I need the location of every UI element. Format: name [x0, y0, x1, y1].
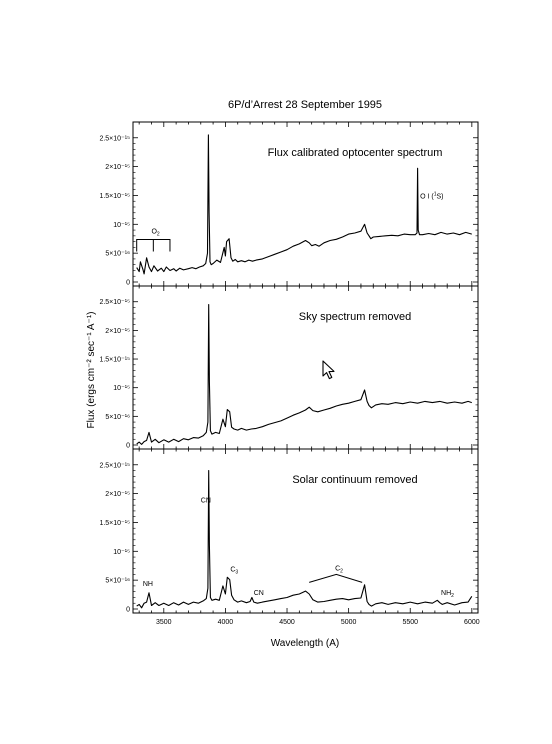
x-tick-label: 4500	[279, 619, 295, 626]
y-tick-label: 2.5×10⁻¹⁵	[99, 462, 130, 469]
y-tick-label: 2.5×10⁻¹⁵	[99, 299, 130, 306]
y-tick-label: 10⁻¹⁵	[113, 549, 130, 556]
annotation-label: C2	[335, 565, 343, 574]
mouse-cursor-icon	[322, 360, 335, 380]
annotation-label: CN	[201, 497, 211, 504]
panels: 0 5×10⁻¹⁶ 10⁻¹⁵ 1.5×10⁻¹⁵ 2×10⁻¹⁵ 2.5×10⁻¹⁵ Fl…	[99, 121, 480, 626]
y-axis-label: Flux (ergs cm⁻² sec⁻¹ A⁻¹)	[86, 312, 97, 429]
y-tick-label: 1.5×10⁻¹⁵	[99, 357, 130, 364]
spectrum-line	[136, 134, 472, 275]
annotation: CN	[254, 590, 264, 597]
x-tick-label: 5500	[402, 619, 418, 626]
panel-title: Flux calibrated optocenter spectrum	[268, 147, 443, 159]
annotation: CN	[201, 497, 211, 504]
x-axis-label: Wavelength (A)	[271, 638, 340, 649]
annotation: O2	[136, 229, 171, 252]
panel-frame	[132, 448, 479, 614]
panel-3: 3500 4000 4500 5000 5500 6000 0 5×10⁻¹⁶ 10⁻¹⁵ 1.5…	[99, 448, 480, 626]
annotation-label: O2	[151, 229, 159, 238]
annotation-caret	[309, 573, 363, 583]
y-tick-label: 2×10⁻¹⁵	[105, 491, 130, 498]
y-tick-label: 2×10⁻¹⁵	[105, 328, 130, 335]
spectrum-line	[136, 304, 472, 445]
annotation-label: CN	[254, 590, 264, 597]
y-tick-label: 5×10⁻¹⁶	[105, 578, 130, 585]
x-tick-label: 3500	[156, 619, 172, 626]
annotation: C2	[309, 565, 363, 583]
y-tick-label: 2×10⁻¹⁵	[105, 164, 130, 171]
y-tick-label: 5×10⁻¹⁶	[105, 414, 130, 421]
annotation-label: O I (1S)	[420, 191, 443, 200]
y-tick-label: 5×10⁻¹⁶	[105, 251, 130, 258]
annotation-label: NH	[143, 581, 153, 588]
x-tick-label: 5000	[341, 619, 357, 626]
panel-2: 0 5×10⁻¹⁶ 10⁻¹⁵ 1.5×10⁻¹⁵ 2×10⁻¹⁵ 2.5×10⁻¹⁵ Sk…	[99, 285, 479, 450]
y-tick-label: 2.5×10⁻¹⁵	[99, 135, 130, 142]
annotation-label: NH2	[441, 590, 454, 599]
y-tick-label: 0	[126, 280, 130, 287]
annotation: O I (1S)	[420, 191, 443, 200]
y-tick-label: 0	[126, 607, 130, 614]
y-tick-label: 1.5×10⁻¹⁵	[99, 193, 130, 200]
annotation-label: C3	[230, 567, 238, 576]
y-tick-label: 1.5×10⁻¹⁵	[99, 520, 130, 527]
annotation-bracket	[136, 239, 171, 252]
panel-title: Sky spectrum removed	[299, 311, 411, 323]
spectrum-line	[136, 469, 473, 609]
annotation: NH	[143, 581, 153, 588]
figure-title: 6P/d’Arrest 28 September 1995	[228, 99, 382, 111]
annotation: NH2	[441, 590, 454, 599]
panel-1: 0 5×10⁻¹⁶ 10⁻¹⁵ 1.5×10⁻¹⁵ 2×10⁻¹⁵ 2.5×10⁻¹⁵ Fl…	[99, 121, 479, 287]
y-tick-label: 10⁻¹⁵	[113, 385, 130, 392]
y-tick-label: 0	[126, 443, 130, 450]
x-tick-label: 4000	[218, 619, 234, 626]
x-tick-label: 6000	[464, 619, 480, 626]
panel-title: Solar continuum removed	[292, 474, 417, 486]
y-tick-label: 10⁻¹⁵	[113, 222, 130, 229]
annotation: C3	[230, 567, 238, 576]
